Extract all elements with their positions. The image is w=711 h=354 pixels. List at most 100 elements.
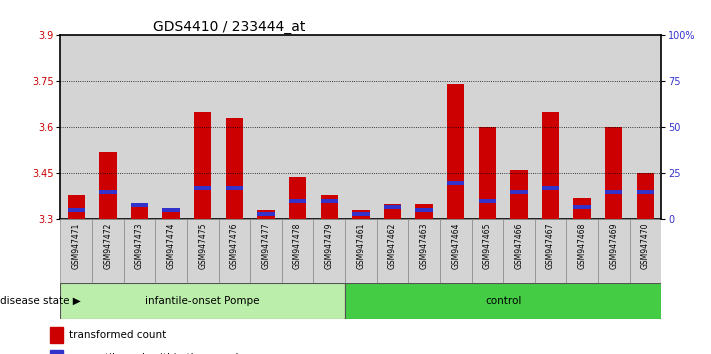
Bar [408,35,440,219]
Bar [503,35,535,219]
Bar [187,35,218,219]
Bar [440,219,471,283]
Bar [377,35,408,219]
Bar [155,219,187,283]
Bar [637,190,654,194]
Bar [510,170,528,219]
Bar [605,190,623,194]
Bar [321,195,338,219]
Bar [471,219,503,283]
Text: GDS4410 / 233444_at: GDS4410 / 233444_at [153,19,305,34]
Text: GSM947476: GSM947476 [230,223,239,269]
Bar [352,210,370,219]
Bar [314,35,345,219]
Bar [282,35,314,219]
Bar [92,35,124,219]
Bar [574,205,591,209]
Bar [289,177,306,219]
Bar [92,219,124,283]
Bar [598,35,630,219]
Bar [282,219,314,283]
Bar [314,219,345,283]
Bar [535,219,567,283]
Bar [510,190,528,194]
Bar [535,35,567,219]
Text: GSM947470: GSM947470 [641,223,650,269]
Text: GSM947477: GSM947477 [262,223,270,269]
Bar [503,219,535,283]
Bar [574,198,591,219]
Bar [384,204,401,219]
Text: transformed count: transformed count [69,330,166,339]
Text: infantile-onset Pompe: infantile-onset Pompe [146,296,260,306]
Bar [321,199,338,203]
Bar [225,186,243,190]
Bar [605,127,623,219]
Text: GSM947462: GSM947462 [388,223,397,269]
Bar [131,203,148,207]
Bar [124,219,155,283]
Bar [567,219,598,283]
Bar [447,181,464,185]
Text: GSM947465: GSM947465 [483,223,492,269]
Bar [218,219,250,283]
Bar [194,112,211,219]
Bar [225,118,243,219]
Bar [99,190,117,194]
Bar [630,35,661,219]
Bar [542,186,560,190]
Bar [415,208,433,212]
Bar [68,208,85,212]
Bar [250,219,282,283]
Text: GSM947467: GSM947467 [546,223,555,269]
Text: GSM947478: GSM947478 [293,223,302,269]
Bar [567,35,598,219]
Text: disease state ▶: disease state ▶ [0,296,81,306]
Bar [345,219,377,283]
Bar [187,219,218,283]
Bar [345,283,661,319]
Bar [289,199,306,203]
Text: GSM947461: GSM947461 [356,223,365,269]
Bar [50,350,63,354]
Bar [50,327,63,343]
Bar [598,219,630,283]
Text: GSM947473: GSM947473 [135,223,144,269]
Bar [542,112,560,219]
Bar [218,35,250,219]
Bar [60,283,345,319]
Text: control: control [485,296,521,306]
Bar [345,35,377,219]
Bar [68,195,85,219]
Bar [162,210,180,219]
Text: GSM947479: GSM947479 [325,223,333,269]
Bar [60,219,92,283]
Bar [155,35,187,219]
Bar [124,35,155,219]
Bar [352,212,370,216]
Text: GSM947474: GSM947474 [166,223,176,269]
Text: GSM947471: GSM947471 [72,223,81,269]
Bar [479,127,496,219]
Bar [384,205,401,209]
Text: GSM947475: GSM947475 [198,223,207,269]
Text: GSM947468: GSM947468 [577,223,587,269]
Bar [440,35,471,219]
Bar [447,85,464,219]
Bar [257,210,274,219]
Text: GSM947469: GSM947469 [609,223,619,269]
Bar [471,35,503,219]
Bar [408,219,440,283]
Text: GSM947464: GSM947464 [451,223,460,269]
Bar [637,173,654,219]
Bar [257,212,274,216]
Bar [99,152,117,219]
Bar [194,186,211,190]
Bar [415,204,433,219]
Bar [162,208,180,212]
Bar [60,35,92,219]
Bar [377,219,408,283]
Bar [479,199,496,203]
Text: percentile rank within the sample: percentile rank within the sample [69,353,245,354]
Text: GSM947472: GSM947472 [103,223,112,269]
